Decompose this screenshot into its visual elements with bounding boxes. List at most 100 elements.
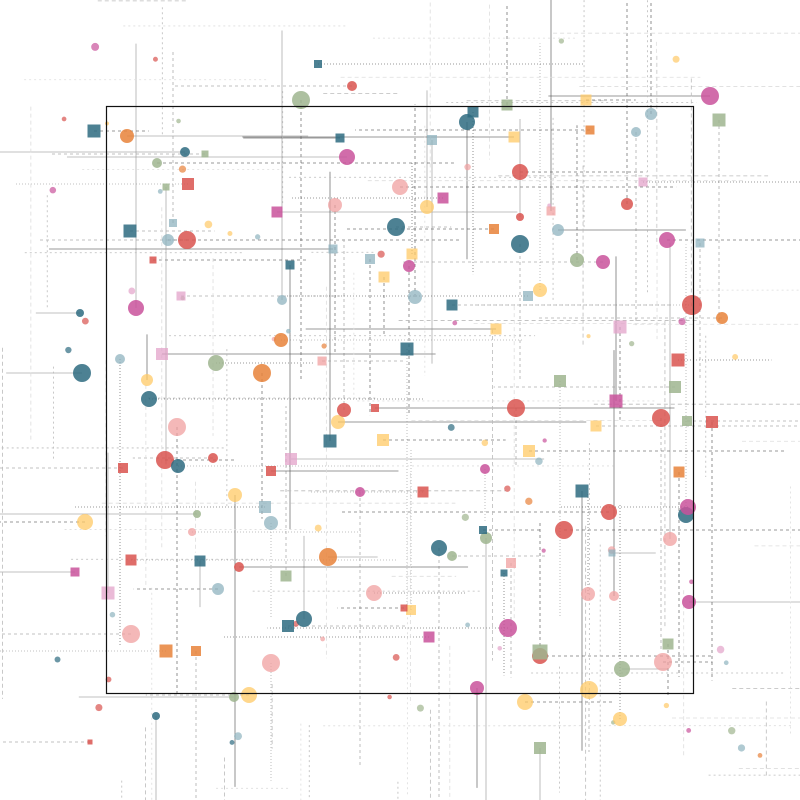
texture-dot <box>320 636 326 642</box>
texture-dot <box>128 287 136 295</box>
square-mark <box>501 99 513 111</box>
circle-mark <box>507 399 525 417</box>
texture-dot <box>321 343 327 349</box>
square-mark <box>259 501 271 513</box>
square-mark <box>682 416 692 426</box>
texture-dot <box>465 622 471 628</box>
texture-dot <box>157 188 163 194</box>
circle-mark <box>613 712 627 726</box>
circle-mark <box>319 548 337 566</box>
square-mark <box>400 604 408 612</box>
square-mark <box>489 224 499 234</box>
texture-dot <box>541 548 546 553</box>
circle-mark <box>480 464 490 474</box>
square-mark <box>490 323 502 335</box>
square-mark <box>467 106 479 118</box>
circle-mark <box>292 91 310 109</box>
square-mark <box>479 526 487 534</box>
square-mark <box>638 177 648 187</box>
texture-dot <box>732 353 739 360</box>
square-mark <box>546 206 556 216</box>
circle-mark <box>156 451 174 469</box>
circle-mark <box>659 232 675 248</box>
circle-mark <box>277 295 287 305</box>
square-mark <box>669 381 681 393</box>
square-mark <box>662 638 674 650</box>
square-mark <box>406 605 416 615</box>
circle-mark <box>614 661 630 677</box>
square-mark <box>335 133 345 143</box>
circle-mark <box>355 487 365 497</box>
square-mark <box>285 453 297 465</box>
circle-mark <box>262 654 280 672</box>
square-mark <box>608 549 616 557</box>
texture-dot <box>229 740 235 745</box>
square-mark <box>554 375 566 387</box>
square-mark <box>314 60 322 68</box>
square-mark <box>87 739 93 745</box>
circle-mark <box>234 562 244 572</box>
circle-mark <box>168 418 186 436</box>
circle-mark <box>171 459 185 473</box>
square-mark <box>500 569 508 577</box>
square-mark <box>282 620 294 632</box>
square-mark <box>406 248 418 260</box>
frame <box>105 105 695 695</box>
square-mark <box>317 356 327 366</box>
texture-dot <box>387 694 392 700</box>
circle-mark <box>141 374 153 386</box>
square-mark <box>695 238 705 248</box>
circle-mark <box>229 692 239 702</box>
texture-dot <box>728 727 736 735</box>
texture-dot <box>663 702 670 709</box>
circle-mark <box>162 234 174 246</box>
texture-dot <box>109 611 116 618</box>
circle-mark <box>511 235 529 253</box>
square-mark <box>70 567 80 577</box>
circle-mark <box>682 595 696 609</box>
texture-dot <box>377 250 385 258</box>
circle-mark <box>701 87 719 105</box>
texture-dot <box>716 645 725 654</box>
square-mark <box>671 353 685 367</box>
square-mark <box>266 466 276 476</box>
texture-dot <box>723 660 729 666</box>
square-mark <box>182 178 194 190</box>
circle-mark <box>178 231 196 249</box>
texture-dot <box>547 203 552 208</box>
circle-mark <box>555 521 573 539</box>
circle-mark <box>499 619 517 637</box>
circle-mark <box>337 403 351 417</box>
circle-mark <box>193 510 201 518</box>
circle-mark <box>141 391 157 407</box>
texture-dot <box>504 485 511 492</box>
circle-mark <box>403 260 415 272</box>
circle-mark <box>596 255 610 269</box>
circle-mark <box>128 300 144 316</box>
square-mark <box>280 570 292 582</box>
circle-mark <box>470 681 484 695</box>
texture-dot <box>204 220 213 229</box>
square-mark <box>118 463 128 473</box>
texture-dot <box>672 55 680 63</box>
square-mark <box>613 320 627 334</box>
square-mark <box>673 466 685 478</box>
texture-dot <box>234 732 243 741</box>
circle-mark <box>570 253 584 267</box>
circle-mark <box>552 224 564 236</box>
circle-mark <box>516 213 524 221</box>
square-mark <box>328 244 338 254</box>
square-mark <box>712 113 726 127</box>
texture-dot <box>757 753 763 758</box>
square-mark <box>609 394 623 408</box>
circle-mark <box>387 218 405 236</box>
circle-mark <box>652 409 670 427</box>
texture-dot <box>558 38 565 44</box>
square-mark <box>706 416 718 428</box>
circle-mark <box>152 712 160 720</box>
square-mark <box>532 644 548 660</box>
texture-dot <box>152 56 158 62</box>
texture-dot <box>254 234 261 240</box>
